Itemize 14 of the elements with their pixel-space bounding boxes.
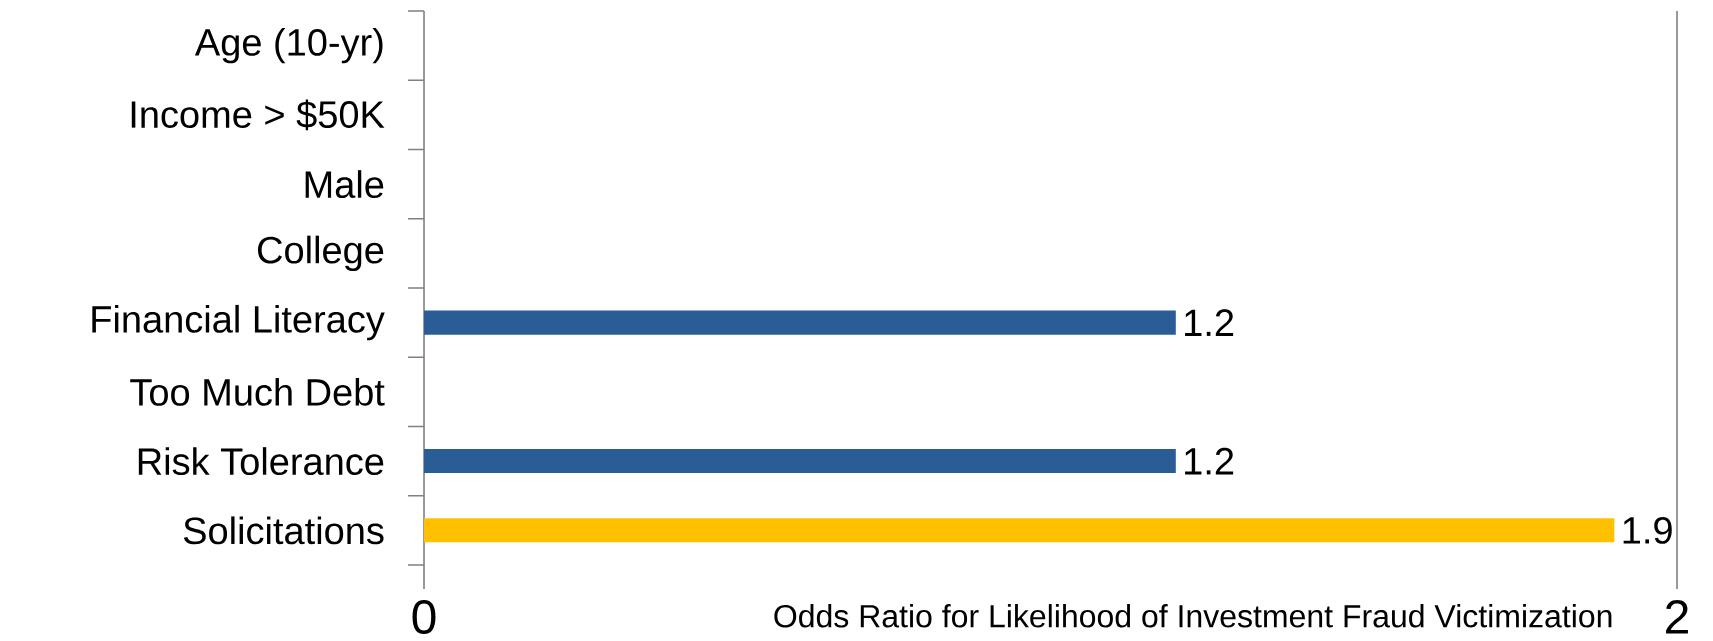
y-tick-label: Too Much Debt xyxy=(130,377,385,406)
x-axis-title: Odds Ratio for Likelihood of Investment Fraud Victimization xyxy=(774,604,1612,628)
y-tick-label: Financial Literacy xyxy=(92,304,385,341)
x-tick-label: 2 xyxy=(1666,600,1688,634)
data-label: 1.9 xyxy=(1623,516,1672,544)
y-tick-label: Male xyxy=(305,170,384,199)
x-tick-label: 0 xyxy=(412,600,436,635)
y-tick-label: Income > $50K xyxy=(131,99,385,131)
data-label: 1.2 xyxy=(1185,447,1234,475)
data-label: 1.2 xyxy=(1185,309,1234,336)
y-tick-label: Age (10-yr) xyxy=(194,27,383,64)
y-tick-label: College xyxy=(257,235,384,272)
y-tick-label: Risk Tolerance xyxy=(138,447,384,476)
y-tick-label: Solicitations xyxy=(183,516,384,545)
